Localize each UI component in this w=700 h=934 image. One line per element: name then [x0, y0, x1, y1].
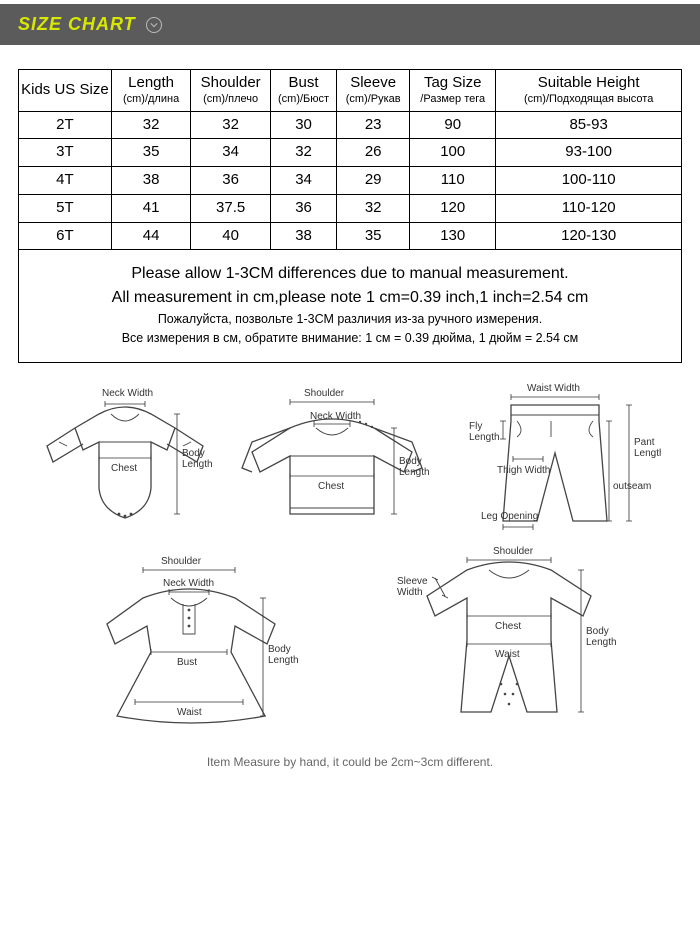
label-shoulder-3: Shoulder [161, 556, 202, 567]
label-body-length-3: BodyLength [268, 644, 299, 666]
table-header-cell: Shoulder(cm)/плечо [191, 70, 271, 112]
label-body-length: BodyLength [182, 448, 213, 470]
table-cell: 6T [19, 222, 112, 250]
table-row: 2T323230239085-93 [19, 111, 682, 139]
label-pant-length: PantLength [634, 437, 661, 459]
label-sleeve-width: SleeveWidth [397, 576, 428, 598]
table-row: 4T38363429110100-110 [19, 167, 682, 195]
header-title: SIZE CHART [18, 14, 136, 35]
table-cell: 4T [19, 167, 112, 195]
table-body: 2T323230239085-933T3534322610093-1004T38… [19, 111, 682, 362]
table-cell: 34 [191, 139, 271, 167]
table-header-cell: Length(cm)/длина [111, 70, 191, 112]
table-cell: 120 [410, 194, 496, 222]
table-header-row: Kids US SizeLength(cm)/длинаShoulder(cm)… [19, 70, 682, 112]
label-chest: Chest [111, 463, 137, 474]
label-thigh-width: Thigh Width [497, 465, 550, 476]
table-cell: 44 [111, 222, 191, 250]
table-cell: 37.5 [191, 194, 271, 222]
table-notes-cell: Please allow 1-3CM differences due to ma… [19, 250, 682, 362]
label-waist-4: Waist [495, 649, 520, 660]
label-shoulder: Shoulder [304, 388, 345, 399]
table-cell: 100 [410, 139, 496, 167]
table-cell: 120-130 [496, 222, 682, 250]
table-cell: 130 [410, 222, 496, 250]
table-cell: 23 [337, 111, 410, 139]
size-chart-table: Kids US SizeLength(cm)/длинаShoulder(cm)… [18, 69, 682, 363]
table-cell: 35 [111, 139, 191, 167]
table-cell: 29 [337, 167, 410, 195]
table-header-cell: Sleeve(cm)/Рукав [337, 70, 410, 112]
table-cell: 32 [270, 139, 336, 167]
label-body-length-2: BodyLength [399, 456, 430, 478]
table-cell: 26 [337, 139, 410, 167]
table-cell: 38 [270, 222, 336, 250]
table-header-cell: Tag Size/Размер тега [410, 70, 496, 112]
table-cell: 40 [191, 222, 271, 250]
table-cell: 100-110 [496, 167, 682, 195]
table-header-cell: Kids US Size [19, 70, 112, 112]
diagram-footer-note: Item Measure by hand, it could be 2cm~3c… [30, 755, 670, 769]
table-cell: 90 [410, 111, 496, 139]
label-body-length-4: BodyLength [586, 626, 617, 648]
table-row: 5T4137.53632120110-120 [19, 194, 682, 222]
label-chest-4: Chest [495, 621, 521, 632]
size-chart-header: SIZE CHART [0, 4, 700, 45]
table-header-cell: Suitable Height(cm)/Подходящая высота [496, 70, 682, 112]
diagram-dress: Shoulder Neck Width Bust Waist BodyLengt… [65, 554, 315, 729]
table-cell: 32 [337, 194, 410, 222]
label-leg-opening: Leg Opening [481, 511, 538, 522]
table-row: 6T44403835130120-130 [19, 222, 682, 250]
label-outseam: outseam [613, 481, 651, 492]
table-cell: 36 [270, 194, 336, 222]
diagram-romper: Shoulder SleeveWidth Chest Waist [385, 544, 635, 729]
table-cell: 85-93 [496, 111, 682, 139]
chevron-down-icon [146, 17, 162, 33]
label-bust: Bust [177, 657, 197, 668]
table-cell: 5T [19, 194, 112, 222]
size-table-container: Kids US SizeLength(cm)/длинаShoulder(cm)… [0, 45, 700, 363]
table-cell: 36 [191, 167, 271, 195]
table-header-cell: Bust(cm)/Бюст [270, 70, 336, 112]
table-cell: 2T [19, 111, 112, 139]
table-cell: 30 [270, 111, 336, 139]
diagram-bodysuit: Neck Width Chest BodyLength [39, 386, 214, 536]
diagram-pants: Waist Width FlyLength Thigh Width Leg Op… [451, 381, 661, 536]
table-cell: 35 [337, 222, 410, 250]
table-cell: 41 [111, 194, 191, 222]
diagram-top: Shoulder Neck Width Chest BodyLength [232, 386, 432, 536]
table-cell: 93-100 [496, 139, 682, 167]
table-cell: 38 [111, 167, 191, 195]
table-cell: 110-120 [496, 194, 682, 222]
label-waist: Waist [177, 707, 202, 718]
table-cell: 32 [191, 111, 271, 139]
measurement-diagrams: Neck Width Chest BodyLength [0, 363, 700, 769]
label-chest-2: Chest [318, 481, 344, 492]
label-neck-width-3: Neck Width [163, 578, 214, 589]
label-waist-width: Waist Width [527, 383, 580, 394]
table-cell: 3T [19, 139, 112, 167]
label-neck-width: Neck Width [102, 388, 153, 399]
table-row: 3T3534322610093-100 [19, 139, 682, 167]
table-cell: 110 [410, 167, 496, 195]
table-cell: 32 [111, 111, 191, 139]
label-shoulder-4: Shoulder [493, 546, 534, 557]
table-cell: 34 [270, 167, 336, 195]
label-fly-length: FlyLength [469, 421, 500, 443]
